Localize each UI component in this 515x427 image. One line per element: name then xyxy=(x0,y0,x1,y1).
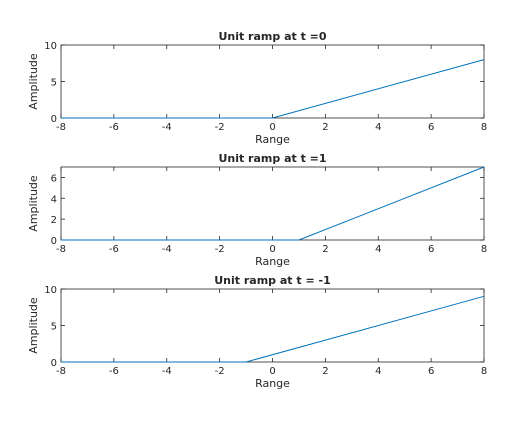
x-tick-label: 8 xyxy=(481,366,487,377)
x-tick-label: 0 xyxy=(269,366,275,377)
x-tick-label: -2 xyxy=(215,122,225,133)
x-tick-label: -8 xyxy=(56,366,66,377)
y-tick-label: 4 xyxy=(51,194,57,205)
y-tick-label: 5 xyxy=(51,78,57,89)
x-tick-label: -4 xyxy=(162,122,172,133)
series-line xyxy=(61,59,485,119)
y-tick-label: 2 xyxy=(51,215,57,226)
y-tick-label: 6 xyxy=(51,173,57,184)
chart-title: Unit ramp at t = -1 xyxy=(214,274,331,287)
y-tick-label: 5 xyxy=(51,322,57,333)
x-tick-label: 6 xyxy=(428,244,434,255)
x-tick-label: 0 xyxy=(269,122,275,133)
x-tick-label: 2 xyxy=(322,366,328,377)
x-tick-label: 4 xyxy=(375,122,381,133)
series-line xyxy=(61,295,485,363)
series-line xyxy=(61,166,485,241)
x-tick-label: 8 xyxy=(481,244,487,255)
x-tick-label: -4 xyxy=(162,366,172,377)
x-tick-label: -8 xyxy=(56,244,66,255)
subplot-2: -8 -6 -4 -2 0 2 4 6 8 0 2 4 6 Unit ramp at t =1 Range A… xyxy=(27,152,487,268)
x-tick-label: 8 xyxy=(481,122,487,133)
x-axis-label: Range xyxy=(255,133,290,146)
x-tick-label: 2 xyxy=(322,122,328,133)
y-tick-label: 0 xyxy=(51,114,57,125)
x-tick-label: 0 xyxy=(269,244,275,255)
x-axis-label: Range xyxy=(255,255,290,268)
x-tick-label: -4 xyxy=(162,244,172,255)
x-axis-label: Range xyxy=(255,377,290,390)
y-axis-label: Amplitude xyxy=(27,175,40,232)
chart-title: Unit ramp at t =0 xyxy=(218,30,326,43)
subplot-1: -8 -6 -4 -2 0 2 4 6 8 0 5 10 Unit ramp at t =0 Range A… xyxy=(27,30,487,146)
axes-box xyxy=(60,288,485,363)
axes-box xyxy=(60,44,485,119)
y-axis-label: Amplitude xyxy=(27,53,40,110)
x-tick-label: 4 xyxy=(375,366,381,377)
y-tick-label: 0 xyxy=(51,358,57,369)
x-tick-label: 4 xyxy=(375,244,381,255)
x-tick-label: 2 xyxy=(322,244,328,255)
y-axis-label: Amplitude xyxy=(27,297,40,354)
x-tick-label: 6 xyxy=(428,122,434,133)
x-tick-label: -2 xyxy=(215,244,225,255)
subplot-3: -8 -6 -4 -2 0 2 4 6 8 0 5 10 Unit ramp at t = -1 Rang… xyxy=(27,274,487,390)
axes-box xyxy=(60,166,485,241)
y-tick-label: 10 xyxy=(44,285,57,296)
x-tick-label: -8 xyxy=(56,122,66,133)
x-tick-label: -6 xyxy=(109,366,119,377)
y-tick-label: 0 xyxy=(51,236,57,247)
x-tick-label: -6 xyxy=(109,122,119,133)
y-tick-label: 10 xyxy=(44,41,57,52)
x-tick-label: -2 xyxy=(215,366,225,377)
chart-title: Unit ramp at t =1 xyxy=(218,152,326,165)
x-tick-label: 6 xyxy=(428,366,434,377)
x-tick-label: -6 xyxy=(109,244,119,255)
